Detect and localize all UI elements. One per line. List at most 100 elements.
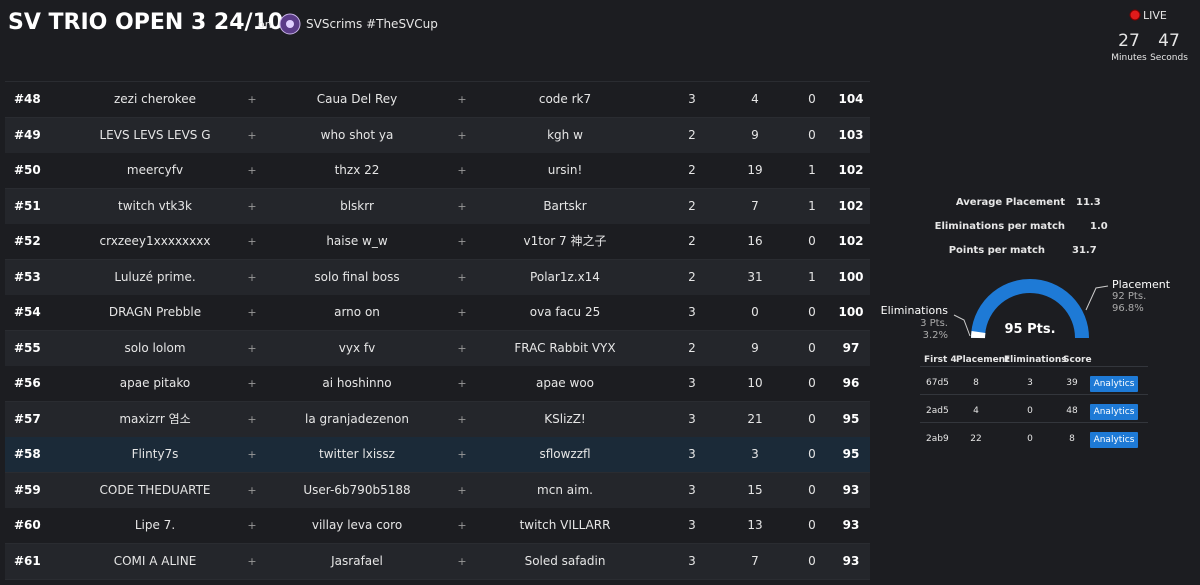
place-percent: 96.8% xyxy=(1112,303,1144,314)
org-name[interactable]: SVScrims #TheSVCup xyxy=(306,17,438,31)
player-1: solo lolom xyxy=(124,340,186,355)
match-cell: 4 xyxy=(973,406,979,416)
wins: 0 xyxy=(808,411,816,426)
player-1: crxzeey1xxxxxxxx xyxy=(99,234,211,248)
leaderboard-row[interactable]: #54 DRAGN Prebble arno on ova facu 25 3 0 0 100… xyxy=(5,295,870,331)
wins: 1 xyxy=(808,163,816,177)
stat-value: 1.0 xyxy=(1090,221,1108,232)
points: 100 xyxy=(838,269,864,284)
matches: 3 xyxy=(688,305,696,319)
leaderboard-row[interactable]: #51 twitch vtk3k blskrr Bartskr 2 7 1 102 + + xyxy=(5,188,870,225)
player-3: FRAC Rabbit VYX xyxy=(514,340,616,355)
rank: #57 xyxy=(14,411,41,426)
match-separator xyxy=(920,366,1148,367)
plus-icon: + xyxy=(457,306,467,319)
place-points: 92 Pts. xyxy=(1112,291,1147,302)
points: 102 xyxy=(838,198,864,213)
plus-icon: + xyxy=(457,270,467,284)
eliminations-arc xyxy=(971,331,986,339)
player-1: maxizrr 염소 xyxy=(119,411,191,426)
points: 100 xyxy=(838,305,864,319)
plus-icon: + xyxy=(247,270,257,284)
player-3: v1tor 7 神之子 xyxy=(523,234,607,248)
eliminations: 9 xyxy=(751,127,759,142)
leaderboard-row[interactable]: #55 solo lolom vyx fv FRAC Rabbit VYX 2 9 0 97 +… xyxy=(5,330,870,367)
leaderboard-row[interactable]: #60 Lipe 7. villay leva coro twitch VILLARR… xyxy=(5,508,870,544)
eliminations: 19 xyxy=(747,163,763,177)
elim-label: Eliminations xyxy=(880,304,948,317)
place-leader xyxy=(1085,285,1109,311)
rank: #53 xyxy=(14,269,41,284)
matches: 3 xyxy=(688,92,696,106)
player-1: DRAGN Prebble xyxy=(108,305,202,319)
leaderboard-row[interactable]: #50 meercyfv thzx 22 ursin! 2 19 1 102 + + xyxy=(5,153,870,189)
leaderboard-row[interactable]: #48 zezi cherokee Caua Del Rey code rk7 3 4 0 1… xyxy=(5,82,870,118)
eliminations: 0 xyxy=(751,305,759,319)
plus-icon: + xyxy=(457,235,467,248)
plus-icon: + xyxy=(457,164,467,177)
player-3: apae woo xyxy=(535,376,595,390)
match-cell: 0 xyxy=(1027,434,1033,444)
points: 93 xyxy=(842,518,860,532)
player-2: who shot ya xyxy=(320,127,394,142)
points: 104 xyxy=(838,92,864,106)
plus-icon: + xyxy=(457,412,467,426)
points: 95 xyxy=(842,411,860,426)
match-cell: 8 xyxy=(1069,434,1075,444)
seconds: 47 xyxy=(1158,31,1180,51)
player-2: haise w_w xyxy=(326,234,388,248)
rank: #56 xyxy=(14,376,41,390)
analytics-button[interactable]: Analytics xyxy=(1090,376,1138,392)
rank: #51 xyxy=(14,198,41,213)
matches: 3 xyxy=(688,411,696,426)
match-cell: 2ab9 xyxy=(926,434,949,444)
player-1: Lipe 7. xyxy=(134,518,176,532)
player-3: twitch VILLARR xyxy=(519,518,611,532)
player-3: kgh w xyxy=(547,127,583,142)
leaderboard-row[interactable]: #59 CODE THEDUARTE User-6b790b5188 mcn aim.… xyxy=(5,472,870,509)
wins: 0 xyxy=(808,553,816,568)
plus-icon: + xyxy=(247,93,257,106)
leaderboard-row[interactable]: #56 apae pitako ai hoshinno apae woo 3 10 0 96 +… xyxy=(5,366,870,402)
player-3: KSlizZ! xyxy=(544,411,586,426)
player-2: User-6b790b5188 xyxy=(303,482,411,497)
stat-value: 31.7 xyxy=(1072,245,1097,256)
rank: #48 xyxy=(14,92,41,106)
leaderboard-row[interactable]: #57 maxizrr 염소 la granjadezenon KSlizZ! 3 21 0… xyxy=(5,401,870,438)
place-label: Placement xyxy=(1112,278,1171,291)
minutes: 27 xyxy=(1118,31,1140,51)
wins: 0 xyxy=(808,376,816,390)
player-1: apae pitako xyxy=(119,376,191,390)
plus-icon: + xyxy=(457,554,467,568)
match-header: Placement xyxy=(956,355,1010,365)
rank: #49 xyxy=(14,127,41,142)
leaderboard-row[interactable]: #58 Flinty7s twitter lxissz sflowzzfl 3 3 0 95 +… xyxy=(5,437,870,473)
leaderboard-row[interactable]: #61 COMI A ALINE Jasrafael Soled safadin 3 7 0… xyxy=(5,543,870,580)
player-1: Flinty7s xyxy=(131,447,179,461)
match-cell: 67d5 xyxy=(926,378,949,388)
wins: 0 xyxy=(808,127,816,142)
points: 96 xyxy=(842,376,860,390)
plus-icon: + xyxy=(247,341,257,355)
matches: 3 xyxy=(688,376,696,390)
plus-icon: + xyxy=(247,448,257,461)
player-1: CODE THEDUARTE xyxy=(99,482,211,497)
eliminations: 31 xyxy=(747,269,763,284)
analytics-button[interactable]: Analytics xyxy=(1090,404,1138,420)
leaderboard-row[interactable]: #49 LEVS LEVS LEVS G who shot ya kgh w 2 9 0 10… xyxy=(5,117,870,154)
matches: 2 xyxy=(688,163,696,177)
analytics-button[interactable]: Analytics xyxy=(1090,432,1138,448)
points: 93 xyxy=(842,553,860,568)
matches: 3 xyxy=(688,553,696,568)
match-cell: 48 xyxy=(1066,406,1078,416)
match-cell: 3 xyxy=(1027,378,1033,388)
gauge xyxy=(953,279,1109,339)
match-cell: 0 xyxy=(1027,406,1033,416)
rank: #50 xyxy=(14,163,41,177)
matches: 2 xyxy=(688,127,696,142)
leaderboard-row[interactable]: #52 crxzeey1xxxxxxxx haise w_w v1tor 7 神之子 2… xyxy=(5,224,870,260)
plus-icon: + xyxy=(247,164,257,177)
leaderboard-row[interactable]: #53 Luluzé prime. solo final boss Polar1z.x… xyxy=(5,259,870,296)
matches: 3 xyxy=(688,482,696,497)
rank: #55 xyxy=(14,340,41,355)
